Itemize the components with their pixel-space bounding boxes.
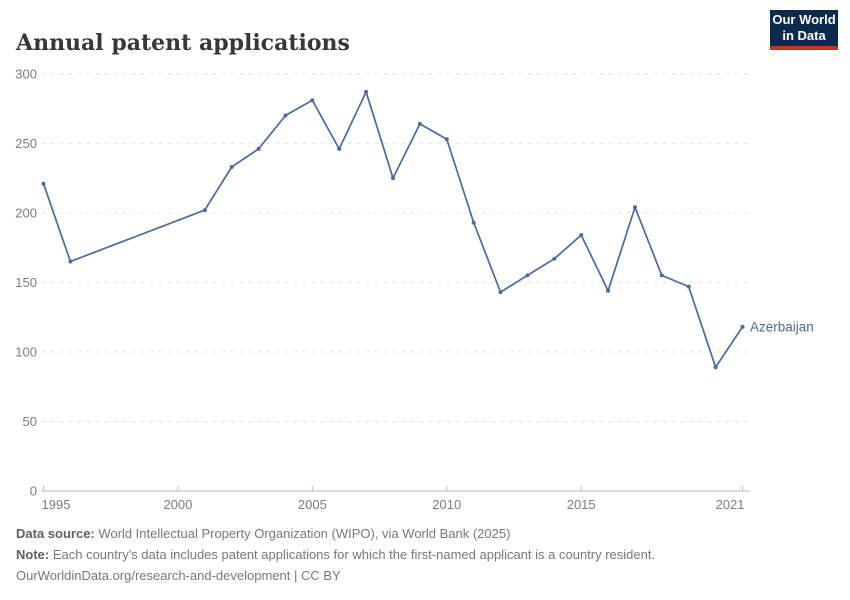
data-point [417, 121, 422, 126]
chart-footer: Data source: World Intellectual Property… [16, 523, 655, 586]
owid-logo-line1: Our World [772, 12, 836, 27]
x-tick-label: 2000 [163, 497, 192, 512]
data-point [444, 137, 449, 142]
x-tick-label: 2010 [432, 497, 461, 512]
chart-title: Annual patent applications [16, 29, 350, 56]
x-tick-label: 2015 [567, 497, 596, 512]
owid-logo[interactable]: Our World in Data [770, 10, 838, 50]
data-point [202, 208, 207, 213]
series-line [42, 91, 744, 369]
data-source-line: Data source: World Intellectual Property… [16, 523, 655, 544]
y-tick-label: 50 [23, 414, 37, 429]
note-line: Note: Each country's data includes paten… [16, 544, 655, 565]
data-point [364, 89, 369, 94]
note-label: Note: [16, 547, 50, 562]
y-tick-label: 200 [15, 205, 37, 220]
y-tick-label: 150 [15, 275, 37, 290]
line-chart[interactable]: 0 50 100 150 200 250 300 1995 2000 2005 2010 2015 20… [0, 60, 850, 515]
data-point [525, 273, 530, 278]
data-point [713, 365, 718, 370]
owid-logo-line2: in Data [782, 28, 826, 43]
data-point [229, 165, 234, 169]
data-point [471, 220, 476, 225]
x-tick-label: 1995 [42, 497, 71, 512]
y-tick-label: 300 [15, 66, 37, 81]
y-tick-label: 100 [15, 344, 37, 359]
owid-url-link[interactable]: OurWorldinData.org/research-and-developm… [16, 568, 291, 583]
data-point [68, 259, 73, 264]
license-line: OurWorldinData.org/research-and-developm… [16, 565, 655, 586]
data-point [740, 324, 745, 329]
entity-label: Azerbaijan [750, 319, 814, 334]
data-source-label: Data source: [16, 526, 95, 541]
note-text: Each country's data includes patent appl… [49, 547, 656, 562]
data-source-text: World Intellectual Property Organization… [94, 526, 511, 541]
data-point [606, 288, 611, 293]
data-point [256, 146, 261, 151]
y-tick-label: 250 [15, 136, 37, 151]
data-point [41, 181, 46, 186]
data-point [633, 205, 637, 210]
data-point [391, 176, 395, 181]
y-tick-label: 0 [30, 484, 37, 499]
x-tick-label: 2021 [716, 497, 745, 512]
data-point [283, 113, 288, 118]
data-point [498, 290, 503, 295]
data-point [337, 146, 342, 151]
license-suffix: | CC BY [290, 568, 341, 583]
data-point [310, 98, 315, 103]
data-point [659, 273, 664, 278]
data-point [686, 284, 691, 289]
data-point [579, 233, 584, 238]
x-tick-label: 2005 [298, 497, 327, 512]
data-point [552, 256, 557, 261]
